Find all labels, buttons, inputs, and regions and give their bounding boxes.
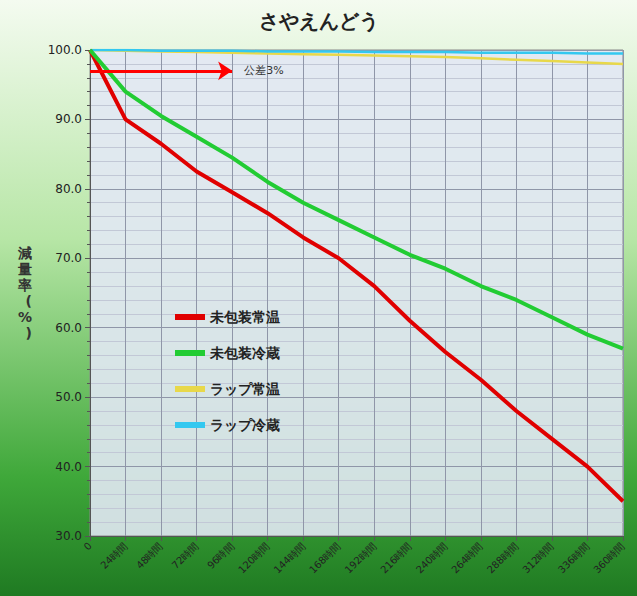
svg-text:216時間: 216時間 (378, 540, 413, 575)
svg-text:288時間: 288時間 (485, 540, 520, 575)
svg-text:168時間: 168時間 (307, 540, 342, 575)
svg-text:): ) (26, 325, 32, 341)
svg-text:312時間: 312時間 (520, 540, 555, 575)
svg-text:公差3%: 公差3% (244, 64, 283, 77)
svg-text:24時間: 24時間 (99, 540, 130, 571)
svg-text:50.0: 50.0 (55, 390, 82, 404)
svg-text:率: 率 (17, 277, 32, 293)
svg-text:240時間: 240時間 (414, 540, 449, 575)
svg-text:ラップ冷蔵: ラップ冷蔵 (210, 417, 280, 433)
svg-text:ラップ常温: ラップ常温 (210, 381, 280, 397)
svg-text:70.0: 70.0 (55, 251, 82, 265)
svg-text:120時間: 120時間 (236, 540, 271, 575)
svg-text:360時間: 360時間 (591, 540, 626, 575)
svg-text:144時間: 144時間 (272, 540, 307, 575)
svg-text:48時間: 48時間 (134, 540, 165, 571)
svg-text:0: 0 (82, 540, 94, 552)
svg-text:未包装常温: 未包装常温 (209, 309, 280, 325)
svg-text:96時間: 96時間 (205, 540, 236, 571)
svg-text:40.0: 40.0 (55, 460, 82, 474)
svg-text:未包装冷蔵: 未包装冷蔵 (209, 345, 280, 361)
svg-text:336時間: 336時間 (556, 540, 591, 575)
svg-text:100.0: 100.0 (48, 43, 82, 57)
svg-text:264時間: 264時間 (449, 540, 484, 575)
svg-text:(: ( (26, 293, 32, 309)
svg-text:%: % (18, 309, 32, 325)
svg-text:量: 量 (17, 261, 32, 277)
svg-text:減: 減 (17, 245, 32, 261)
svg-text:さやえんどう: さやえんどう (259, 9, 379, 33)
svg-text:90.0: 90.0 (55, 112, 82, 126)
svg-text:80.0: 80.0 (55, 182, 82, 196)
svg-text:192時間: 192時間 (343, 540, 378, 575)
svg-text:60.0: 60.0 (55, 321, 82, 335)
svg-text:72時間: 72時間 (170, 540, 201, 571)
svg-text:30.0: 30.0 (55, 529, 82, 543)
